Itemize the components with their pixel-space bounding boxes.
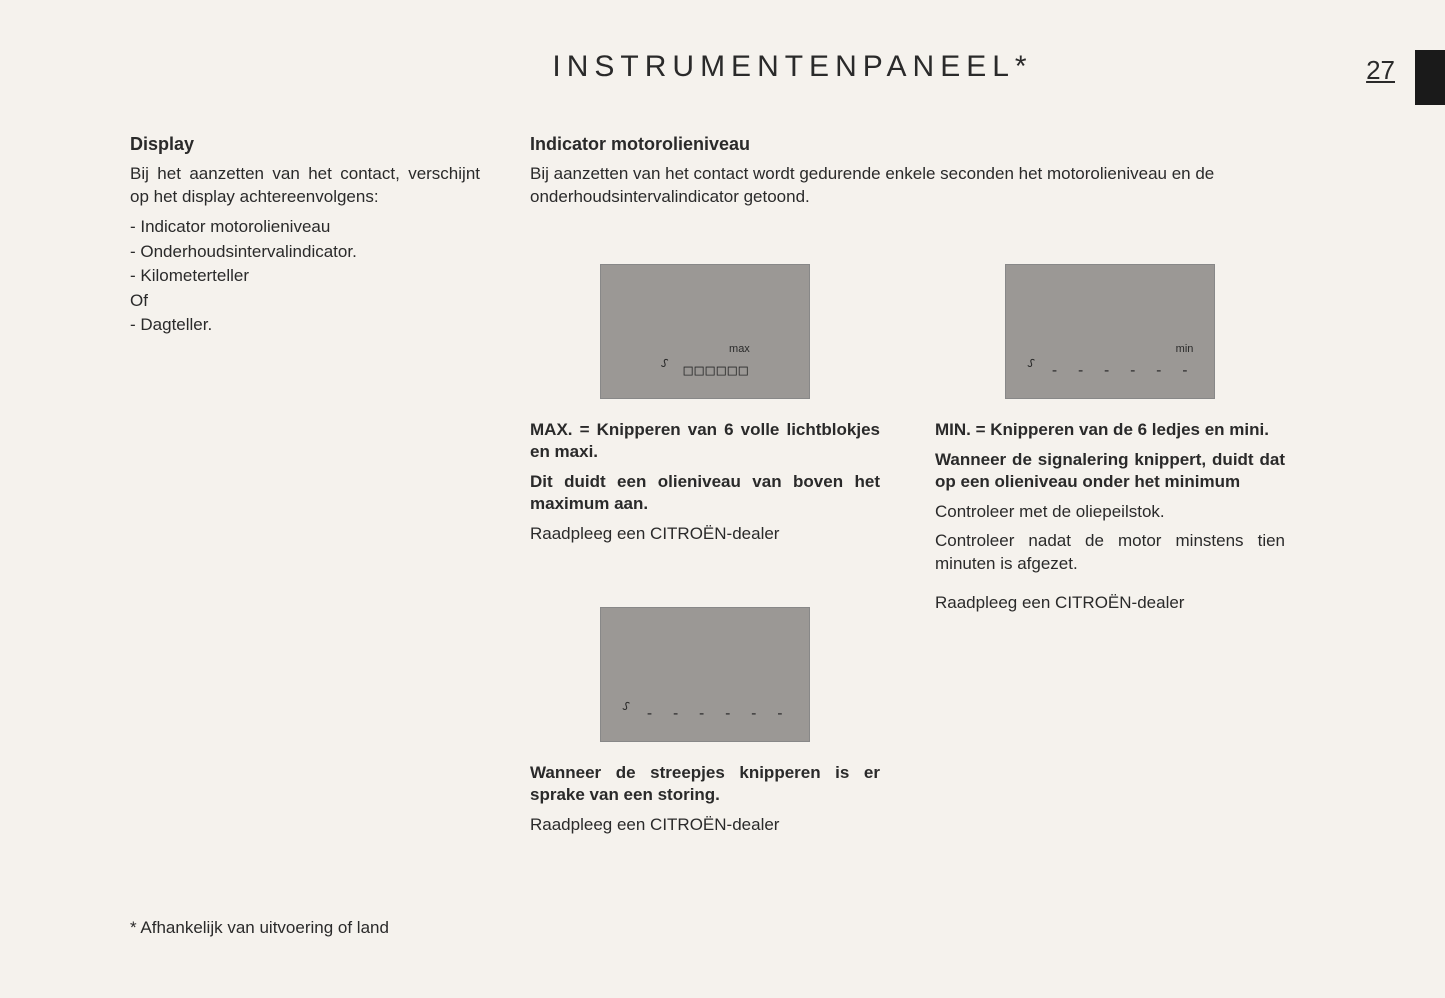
- indicator-intro: Bij aanzetten van het contact wordt gedu…: [530, 163, 1355, 209]
- display-list-item: - Indicator motorolieniveau: [130, 215, 480, 240]
- min-caption-dealer: Raadpleeg een CITROËN-dealer: [935, 592, 1285, 615]
- oil-icon: ⸉: [1027, 354, 1036, 378]
- lcd-segments-full: □□□□□□: [684, 361, 750, 379]
- column-min: ⸉ min - - - - - - MIN. = Knipperen van d…: [935, 239, 1285, 843]
- min-caption-1: MIN. = Knipperen van de 6 led­jes en min…: [935, 419, 1285, 441]
- min-caption-wait: Controleer nadat de motor min­stens tien…: [935, 530, 1285, 576]
- display-intro: Bij het aanzetten van het contact, versc…: [130, 163, 480, 209]
- indicator-section: Indicator motorolieniveau Bij aanzetten …: [530, 134, 1355, 843]
- footnote: * Afhankelijk van uitvoering of land: [130, 918, 389, 938]
- max-caption-dealer: Raadpleeg een CITROËN-dealer: [530, 523, 880, 546]
- indicator-heading: Indicator motorolieniveau: [530, 134, 1355, 155]
- lcd-display-max: ⸉ max □□□□□□: [600, 264, 810, 399]
- lcd-display-error: ⸉ - - - - - -: [600, 607, 810, 742]
- oil-icon: ⸉: [622, 697, 631, 721]
- lcd-dashes-error: - - - - - -: [645, 704, 788, 722]
- max-caption-2: Dit duidt een olieniveau van bo­ven het …: [530, 471, 880, 515]
- manual-page: 27 INSTRUMENTENPANEEL* Display Bij het a…: [0, 0, 1445, 998]
- display-list-item: - Dagteller.: [130, 313, 480, 338]
- error-caption-bold: Wanneer de streepjes knippe­ren is er sp…: [530, 762, 880, 806]
- column-display: Display Bij het aanzetten van het contac…: [130, 134, 480, 843]
- display-list-item: - Onderhoudsintervalindicator.: [130, 240, 480, 265]
- lcd-label-max: max: [729, 343, 750, 355]
- oil-icon: ⸉: [660, 354, 669, 378]
- error-caption-dealer: Raadpleeg een CITROËN-dealer: [530, 814, 880, 837]
- lcd-display-min: ⸉ min - - - - - -: [1005, 264, 1215, 399]
- max-caption-1: MAX. = Knipperen van 6 volle lichtblokje…: [530, 419, 880, 463]
- min-caption-2: Wanneer de signalering knip­pert, duidt …: [935, 449, 1285, 493]
- column-max-error: ⸉ max □□□□□□ MAX. = Knipperen van 6 voll…: [530, 239, 880, 843]
- display-list-item: - Kilometerteller: [130, 264, 480, 289]
- display-list-item: Of: [130, 289, 480, 314]
- content-columns: Display Bij het aanzetten van het contac…: [130, 134, 1355, 843]
- page-number: 27: [1366, 55, 1395, 86]
- lcd-label-min: min: [1176, 343, 1194, 355]
- page-title: INSTRUMENTENPANEEL*: [230, 50, 1355, 84]
- min-caption-dipstick: Controleer met de oliepeilstok.: [935, 501, 1285, 524]
- lcd-dashes-min: - - - - - -: [1050, 361, 1193, 379]
- display-heading: Display: [130, 134, 480, 155]
